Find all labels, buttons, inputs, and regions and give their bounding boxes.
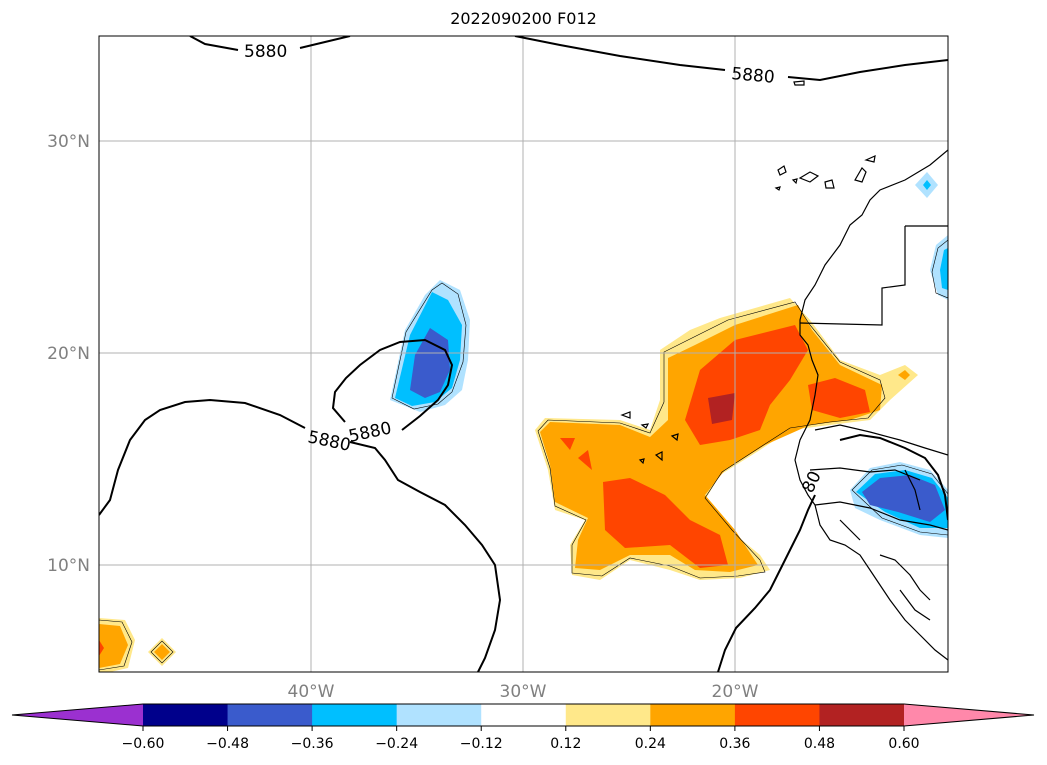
island-north xyxy=(793,80,805,86)
border-line-9 xyxy=(839,519,861,541)
anomaly-outline-central xyxy=(537,301,886,579)
negative-anomaly-ne-medium xyxy=(940,248,948,290)
positive-anomaly-high-4 xyxy=(560,438,575,450)
colorbar-tick-label: 0.12 xyxy=(550,736,581,752)
contour-label-east-partial: 80 xyxy=(798,468,825,496)
canary-island-5 xyxy=(864,154,876,163)
contour-5880-loop xyxy=(331,338,454,431)
anomaly-outline-east xyxy=(851,464,948,536)
gridlines xyxy=(99,36,948,672)
canary-island-1 xyxy=(777,165,787,176)
lat-tick-labels: 30°N 20°N 10°N xyxy=(47,132,90,576)
anomaly-outline-ne xyxy=(931,239,948,299)
border-line-2 xyxy=(799,226,906,326)
negative-anomaly-east-strong xyxy=(862,475,945,522)
positive-anomaly-high-5 xyxy=(578,450,592,470)
contour-label-mid-1: 5880 xyxy=(306,427,352,456)
canary-island-6 xyxy=(774,186,781,191)
lat-tick-10n: 10°N xyxy=(47,556,90,576)
anomaly-fill-layer xyxy=(99,172,948,672)
contour-5880-north-west xyxy=(189,36,351,51)
lat-tick-30n: 30°N xyxy=(47,132,90,152)
colorbar-tick-label: 0.48 xyxy=(804,736,835,752)
contour-label-mid-2: 5880 xyxy=(347,418,393,447)
border-line-4 xyxy=(809,467,921,481)
cape-verde-1 xyxy=(620,411,631,419)
colorbar-segment xyxy=(143,704,229,726)
coastline-layer xyxy=(620,80,948,661)
canary-island-4 xyxy=(854,167,867,183)
colorbar-segment xyxy=(396,704,482,726)
colorbar-extend-high xyxy=(904,704,1034,726)
positive-anomaly-ne-spot xyxy=(898,370,910,380)
anomaly-outline-west xyxy=(391,282,467,410)
positive-anomaly-sw-moderate xyxy=(99,624,128,668)
anomaly-outline-sw xyxy=(99,619,133,671)
colorbar-segment xyxy=(312,704,398,726)
border-line-3 xyxy=(814,424,948,456)
map-frame xyxy=(98,35,949,673)
lon-tick-40w: 40°W xyxy=(288,682,335,702)
colorbar-segment xyxy=(650,704,736,726)
border-line-6 xyxy=(879,554,931,601)
cape-verde-2 xyxy=(640,423,650,429)
cape-verde-4 xyxy=(654,451,663,462)
colorbar-segment xyxy=(734,704,820,726)
positive-anomaly-peak xyxy=(708,393,735,424)
colorbar-tick-label: 0.60 xyxy=(888,736,919,752)
colorbar-tick-label: 0.24 xyxy=(635,736,666,752)
canary-island-2 xyxy=(798,171,820,183)
colorbar-tick-label: 0.36 xyxy=(719,736,750,752)
colorbar-tick-label: −0.60 xyxy=(122,736,165,752)
lat-tick-20n: 20°N xyxy=(47,344,90,364)
contour-5880-east xyxy=(717,433,948,672)
negative-anomaly-ne-small-core xyxy=(923,180,931,190)
colorbar-tick-label: −0.48 xyxy=(206,736,249,752)
border-line-5 xyxy=(814,501,948,531)
map-area: 5880 5880 5880 5880 80 xyxy=(99,36,948,672)
contour-label-nw: 5880 xyxy=(244,42,287,62)
colorbar-segment xyxy=(819,704,905,726)
map-title: 2022090200 F012 xyxy=(450,9,597,28)
border-line-8 xyxy=(904,469,921,511)
anomaly-outline-sw-spot xyxy=(150,640,174,664)
colorbar-segment xyxy=(227,704,313,726)
positive-anomaly-sw-spot-core xyxy=(154,644,170,660)
colorbar-tick-label: −0.12 xyxy=(460,736,503,752)
contour-label-ne: 5880 xyxy=(731,64,776,88)
border-line-7 xyxy=(899,589,931,621)
colorbar-tick-label: −0.36 xyxy=(291,736,334,752)
positive-anomaly-high xyxy=(603,478,728,568)
colorbar: −0.60 −0.48 −0.36 −0.24 −0.12 0.12 0.24 0.36 0.4… xyxy=(11,703,1035,752)
canary-island-3 xyxy=(824,179,835,189)
canary-island-7 xyxy=(791,178,798,185)
negative-anomaly-strong xyxy=(410,328,450,398)
lon-tick-labels: 40°W 30°W 20°W xyxy=(288,682,759,702)
cape-verde-5 xyxy=(638,458,645,465)
colorbar-tick-label: −0.24 xyxy=(375,736,418,752)
positive-anomaly-high-3 xyxy=(808,378,870,418)
contour-5880-north-east xyxy=(514,36,948,82)
colorbar-segment xyxy=(481,704,567,726)
lon-tick-30w: 30°W xyxy=(500,682,547,702)
cape-verde-3 xyxy=(670,433,679,442)
colorbar-extend-low xyxy=(12,704,143,726)
height-contour-layer xyxy=(99,36,948,672)
contour-5880-main xyxy=(99,398,502,672)
anomaly-outline-layer xyxy=(99,239,948,671)
lon-tick-20w: 20°W xyxy=(712,682,759,702)
colorbar-segment xyxy=(565,704,651,726)
positive-anomaly-sw-high xyxy=(99,640,104,656)
africa-coastline xyxy=(794,149,948,661)
